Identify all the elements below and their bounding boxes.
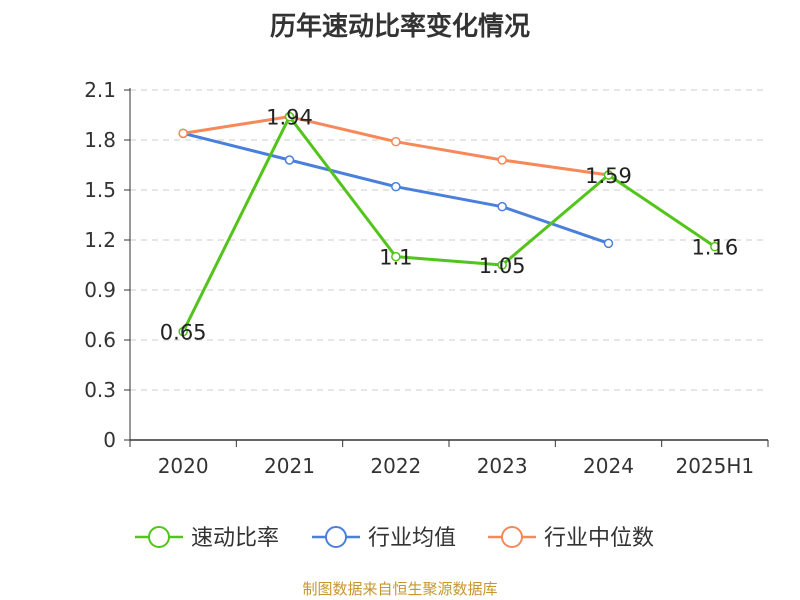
- legend-item[interactable]: 行业均值: [312, 526, 456, 551]
- x-tick-label: 2022: [370, 454, 421, 478]
- data-point: [284, 155, 295, 165]
- data-point: [497, 201, 507, 212]
- x-tick-label: 2021: [264, 454, 315, 478]
- y-tick-label: 0.3: [84, 378, 116, 402]
- data-label: 1.94: [266, 106, 313, 130]
- data-point: [497, 155, 507, 165]
- x-tick-label: 2020: [158, 454, 209, 478]
- data-point: [391, 251, 401, 262]
- data-point: [497, 260, 507, 270]
- y-tick-label: 1.5: [84, 178, 116, 202]
- data-point: [178, 128, 188, 139]
- legend-marker: [148, 526, 170, 548]
- y-tick-label: 0.9: [84, 278, 116, 302]
- data-point: [178, 326, 188, 337]
- data-labels: 0.65 1.94 1.1 1.05 1.59 1.16: [160, 106, 738, 345]
- legend[interactable]: 速动比率 行业均值 行业中位数: [135, 526, 654, 551]
- x-tick-label: 2023: [477, 454, 528, 478]
- grid-lines: [130, 89, 768, 391]
- data-point: [603, 170, 614, 180]
- legend-marker: [501, 526, 523, 548]
- legend-label: 行业中位数: [544, 526, 654, 551]
- data-label: 1.16: [691, 236, 738, 260]
- legend-item[interactable]: 行业中位数: [488, 526, 654, 551]
- y-tick-label: 1.2: [84, 228, 116, 252]
- data-point: [710, 241, 720, 252]
- data-label: 1.05: [479, 254, 526, 278]
- data-point: [391, 136, 401, 147]
- data-point: [603, 238, 614, 249]
- series-layer: [178, 111, 720, 337]
- data-point: [391, 181, 401, 192]
- source-note: 制图数据来自恒生聚源数据库: [302, 580, 498, 598]
- y-tick-label: 2.1: [84, 78, 116, 102]
- x-tick-label: 2025H1: [675, 454, 754, 478]
- series-line: [181, 115, 716, 333]
- y-tick-label: 0.6: [84, 328, 116, 352]
- legend-label: 行业均值: [368, 526, 456, 551]
- legend-marker: [325, 526, 347, 548]
- y-tick-label: 0: [103, 428, 116, 452]
- data-label: 1.59: [585, 164, 632, 188]
- data-label: 0.65: [160, 321, 207, 345]
- data-point: [284, 111, 295, 122]
- y-tick-label: 1.8: [84, 128, 116, 152]
- legend-item[interactable]: 速动比率: [135, 526, 279, 551]
- chart-title: 历年速动比率变化情况: [269, 12, 530, 42]
- x-tick-label: 2024: [583, 454, 634, 478]
- axes: 0 0.3 0.6 0.9 1.2 1.5 1.8 2.1 2020 2021 2022 2023 20…: [84, 78, 769, 478]
- legend-label: 速动比率: [191, 526, 279, 551]
- data-label: 1.1: [379, 246, 412, 270]
